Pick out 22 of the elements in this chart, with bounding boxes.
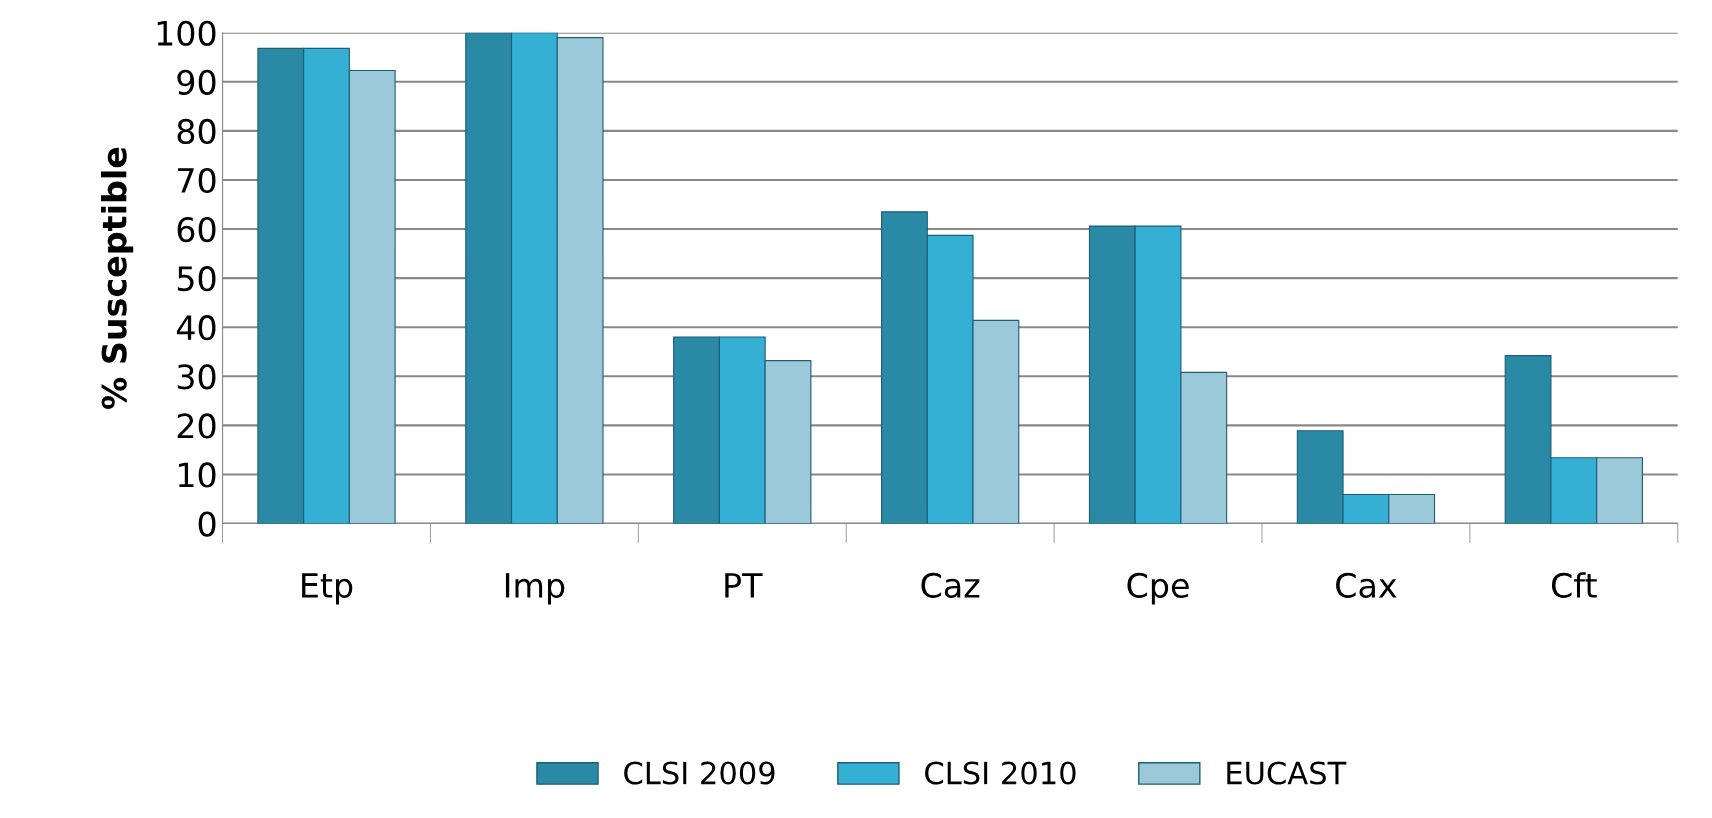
y-tick-label: 10: [178, 462, 216, 488]
x-tick-label: PT: [725, 573, 763, 598]
legend-label: CLSI 2010: [925, 761, 1076, 785]
y-tick-label: 40: [176, 315, 216, 341]
legend-label: EUCAST: [1227, 761, 1347, 785]
y-tick-label: 80: [177, 118, 216, 145]
y-tick-label: 100: [157, 20, 216, 46]
y-tick-label: 50: [177, 266, 216, 292]
x-tick-label: Etp: [302, 573, 353, 605]
x-tick-label: Cft: [1551, 572, 1597, 598]
x-tick-label: Caz: [921, 572, 980, 598]
x-tick-label: Cpe: [1127, 572, 1189, 605]
y-tick-label: 70: [178, 167, 216, 194]
y-tick-label: 30: [177, 364, 216, 390]
x-tick-label: Cax: [1336, 572, 1397, 598]
y-tick-label: 90: [177, 69, 216, 95]
y-tick-label: 0: [198, 511, 216, 537]
x-tick-label: Imp: [505, 573, 565, 605]
legend-label: CLSI 2009: [624, 761, 775, 785]
y-tick-label: 20: [177, 413, 216, 439]
y-tick-label: 60: [177, 216, 216, 243]
y-axis-title: % Susceptible: [100, 147, 134, 410]
